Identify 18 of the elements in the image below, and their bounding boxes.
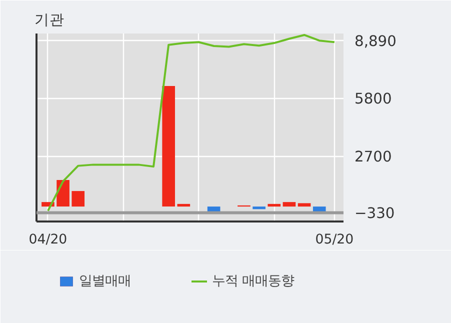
bar xyxy=(282,202,296,207)
chart-title: 기관 xyxy=(34,12,64,28)
legend-label: 일별매매 xyxy=(79,273,131,290)
bar xyxy=(72,191,85,207)
x-tick-label: 05/20 xyxy=(315,232,354,248)
x-tick-label: 04/20 xyxy=(28,232,68,248)
y-tick-label: 5800 xyxy=(354,90,392,108)
y-tick-label: 2700 xyxy=(354,148,392,166)
bar xyxy=(56,180,70,207)
bar xyxy=(268,204,281,207)
legend-label: 누적 매매동향 xyxy=(212,273,294,290)
line-series xyxy=(46,34,336,212)
y-tick-label: 8,890 xyxy=(354,32,396,50)
bar xyxy=(177,204,190,207)
y-tick-label: −330 xyxy=(354,205,395,222)
bar xyxy=(252,206,266,210)
bar xyxy=(298,203,311,207)
bar xyxy=(162,86,175,207)
